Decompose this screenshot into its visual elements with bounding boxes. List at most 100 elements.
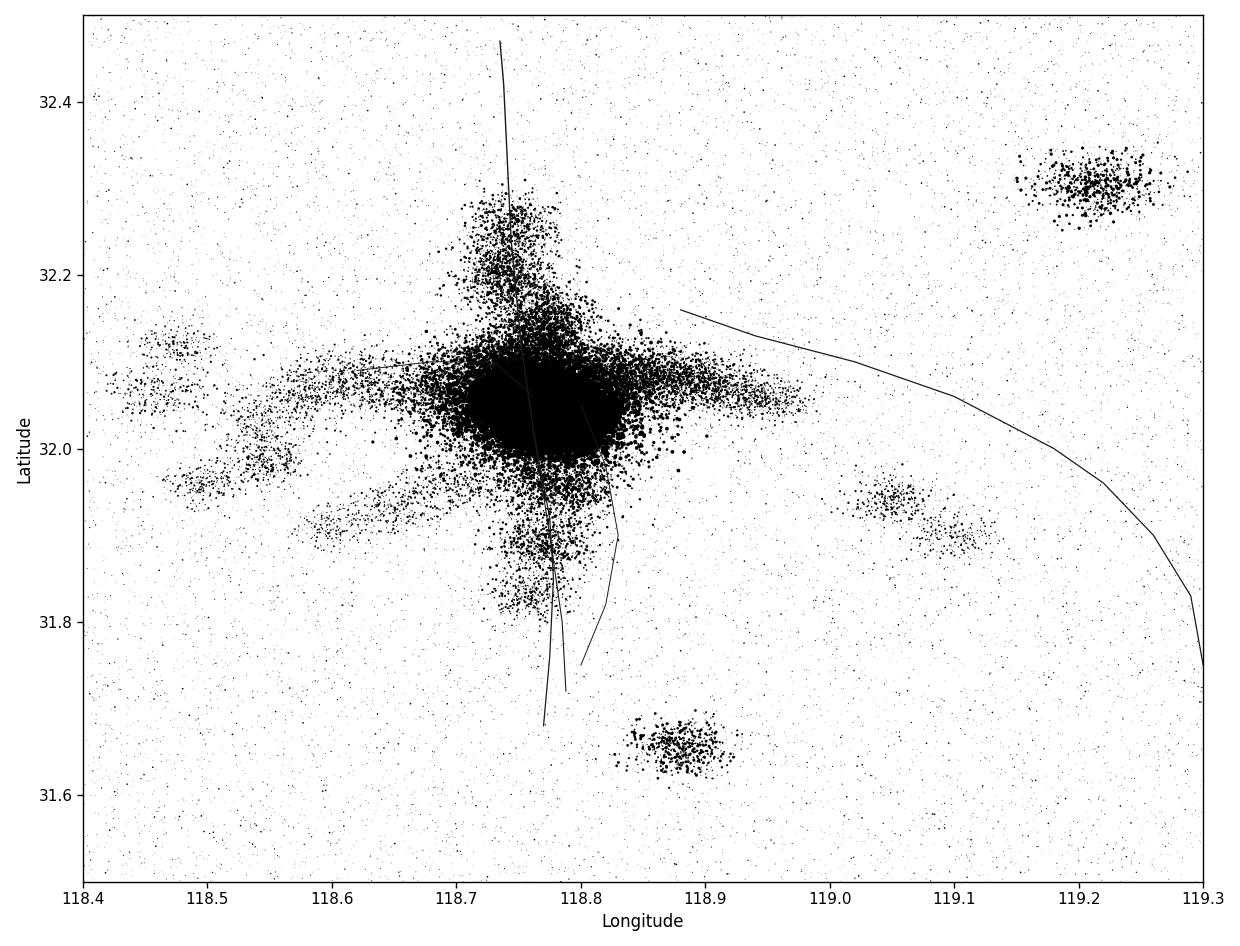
Point	[532, 392, 552, 407]
Point	[613, 372, 632, 387]
Point	[534, 420, 554, 435]
Point	[544, 379, 564, 394]
Point	[743, 377, 763, 393]
Point	[554, 353, 574, 368]
Point	[97, 297, 117, 312]
Point	[542, 398, 562, 413]
Point	[515, 412, 534, 428]
Point	[523, 379, 543, 394]
Point	[584, 587, 604, 603]
Point	[500, 318, 520, 333]
Point	[412, 395, 432, 411]
Point	[635, 373, 655, 388]
Point	[521, 386, 541, 401]
Point	[492, 578, 512, 593]
Point	[124, 223, 144, 238]
Point	[556, 433, 575, 448]
Point	[709, 557, 729, 572]
Point	[517, 410, 537, 425]
Point	[672, 386, 692, 401]
Point	[529, 372, 549, 387]
Point	[629, 368, 649, 383]
Point	[551, 418, 570, 433]
Point	[677, 387, 697, 402]
Point	[574, 404, 594, 419]
Point	[469, 406, 489, 421]
Point	[481, 359, 501, 374]
Point	[231, 228, 250, 243]
Point	[681, 102, 701, 117]
Point	[503, 403, 523, 418]
Point	[162, 317, 182, 332]
Point	[925, 724, 945, 739]
Point	[554, 403, 574, 418]
Point	[868, 468, 888, 483]
Point	[262, 452, 281, 467]
Point	[92, 548, 112, 563]
Point	[481, 377, 501, 392]
Point	[502, 406, 522, 421]
Point	[505, 372, 525, 387]
Point	[844, 317, 864, 332]
Point	[610, 464, 630, 480]
Point	[495, 443, 515, 458]
Point	[497, 341, 517, 356]
Point	[448, 312, 467, 327]
Point	[532, 442, 552, 457]
Point	[523, 404, 543, 419]
Point	[765, 738, 785, 753]
Point	[528, 301, 548, 316]
Point	[594, 363, 614, 378]
Point	[544, 394, 564, 410]
Point	[284, 402, 304, 417]
Point	[526, 405, 546, 420]
Point	[582, 538, 601, 553]
Point	[541, 415, 560, 430]
Point	[551, 384, 570, 399]
Point	[1087, 740, 1107, 755]
Point	[500, 507, 520, 522]
Point	[532, 417, 552, 432]
Point	[558, 429, 578, 445]
Point	[480, 378, 500, 394]
Point	[506, 307, 526, 322]
Point	[484, 391, 503, 406]
Point	[224, 794, 244, 809]
Point	[737, 474, 756, 489]
Point	[529, 357, 549, 372]
Point	[507, 386, 527, 401]
Point	[527, 306, 547, 321]
Point	[489, 399, 508, 414]
Point	[450, 429, 470, 445]
Point	[522, 373, 542, 388]
Point	[465, 387, 485, 402]
Point	[522, 402, 542, 417]
Point	[764, 184, 784, 200]
Point	[525, 499, 544, 515]
Point	[541, 404, 560, 419]
Point	[507, 339, 527, 354]
Point	[599, 417, 619, 432]
Point	[192, 479, 212, 494]
Point	[549, 490, 569, 505]
Point	[500, 372, 520, 387]
Point	[476, 203, 496, 219]
Point	[440, 356, 460, 371]
Point	[707, 119, 727, 134]
Point	[521, 401, 541, 416]
Point	[543, 391, 563, 406]
Point	[582, 522, 601, 537]
Point	[501, 372, 521, 387]
Point	[587, 416, 606, 431]
Point	[556, 393, 575, 408]
Point	[310, 403, 330, 418]
Point	[455, 415, 475, 430]
Point	[756, 677, 776, 692]
Point	[435, 376, 455, 391]
Point	[1126, 289, 1146, 304]
Point	[547, 393, 567, 408]
Point	[599, 407, 619, 422]
Point	[259, 538, 279, 553]
Point	[569, 388, 589, 403]
Point	[213, 464, 233, 479]
